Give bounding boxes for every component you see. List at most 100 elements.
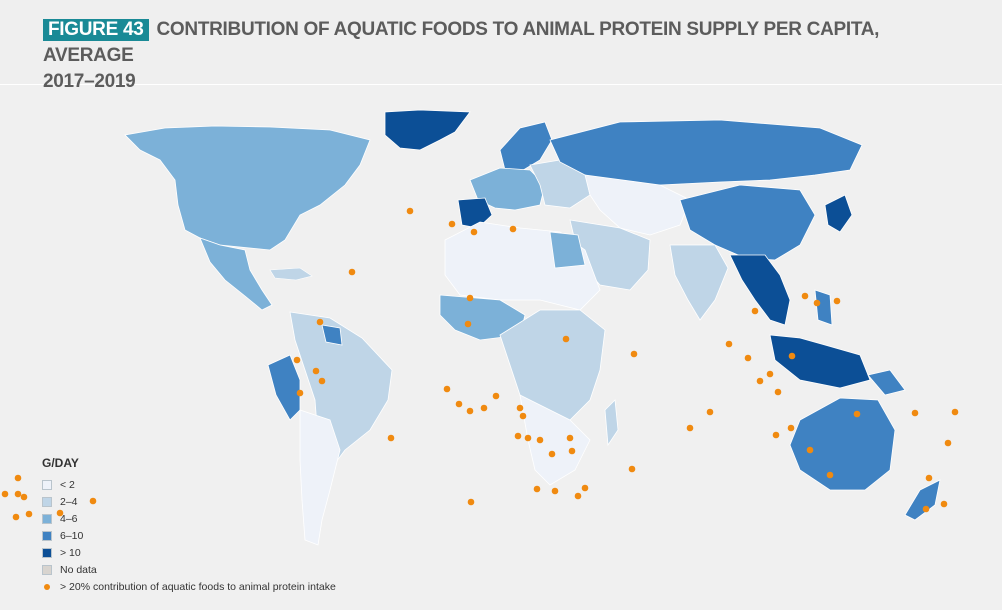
- contribution-dot: [944, 439, 952, 447]
- region-madagascar: [604, 399, 619, 447]
- legend-item: < 2: [42, 476, 402, 493]
- contribution-dot: [568, 447, 576, 455]
- region-greenland: [384, 109, 471, 151]
- contribution-dot: [492, 392, 500, 400]
- region-caribbean: [269, 267, 313, 281]
- region-japan-korea: [824, 194, 853, 233]
- legend-label: 6–10: [60, 529, 84, 542]
- contribution-dot: [1, 490, 9, 498]
- contribution-dot: [464, 320, 472, 328]
- contribution-dot: [20, 493, 28, 501]
- region-guianas: [321, 324, 343, 346]
- legend-swatch: [42, 530, 52, 541]
- contribution-dot: [406, 207, 414, 215]
- legend-swatch: [42, 513, 52, 524]
- region-west-africa: [439, 294, 526, 341]
- contribution-dot: [14, 474, 22, 482]
- contribution-dot: [348, 268, 356, 276]
- world-map: G/DAY < 2 2–4 4–6 6–10 > 10 No data > 20…: [0, 86, 1002, 610]
- contribution-dot: [686, 424, 694, 432]
- contribution-dot: [387, 434, 395, 442]
- legend-item: No data: [42, 561, 402, 578]
- legend-swatch: [42, 496, 52, 507]
- contribution-dot: [725, 340, 733, 348]
- region-philippines: [814, 289, 833, 326]
- region-india: [669, 244, 729, 321]
- legend-swatch: [42, 547, 52, 558]
- region-png: [867, 369, 906, 396]
- contribution-dot: [467, 498, 475, 506]
- legend-item: > 10: [42, 544, 402, 561]
- contribution-dot: [14, 490, 22, 498]
- contribution-dot: [316, 318, 324, 326]
- contribution-dot: [766, 370, 774, 378]
- contribution-dot: [772, 431, 780, 439]
- region-canada-usa: [124, 125, 371, 251]
- legend-item-dot: > 20% contribution of aquatic foods to a…: [42, 578, 402, 595]
- figure-title: FIGURE 43 CONTRIBUTION OF AQUATIC FOODS T…: [43, 17, 943, 95]
- region-southeast-asia: [729, 254, 791, 326]
- legend-item: 4–6: [42, 510, 402, 527]
- region-central-asia: [584, 174, 691, 236]
- contribution-dot: [853, 410, 861, 418]
- contribution-dot: [788, 352, 796, 360]
- contribution-dot: [12, 513, 20, 521]
- legend-label: > 10: [60, 546, 81, 559]
- region-iberia: [457, 197, 493, 229]
- contribution-dot: [581, 484, 589, 492]
- region-australia: [789, 397, 896, 491]
- contribution-dot: [516, 404, 524, 412]
- legend-item: 2–4: [42, 493, 402, 510]
- legend-item: 6–10: [42, 527, 402, 544]
- contribution-dot: [787, 424, 795, 432]
- contribution-dot: [951, 408, 959, 416]
- contribution-dot: [514, 432, 522, 440]
- figure-badge: FIGURE 43: [43, 19, 149, 41]
- contribution-dot: [574, 492, 582, 500]
- contribution-dot: [833, 297, 841, 305]
- contribution-dot: [630, 350, 638, 358]
- region-china: [679, 184, 816, 261]
- contribution-dot: [826, 471, 834, 479]
- contribution-dot: [470, 228, 478, 236]
- contribution-dot: [318, 377, 326, 385]
- contribution-dot: [89, 497, 97, 505]
- contribution-dot: [801, 292, 809, 300]
- legend-dot-icon: [42, 582, 52, 592]
- figure-title-text: CONTRIBUTION OF AQUATIC FOODS TO ANIMAL …: [43, 19, 880, 66]
- legend-swatch: [42, 564, 52, 575]
- contribution-dot: [524, 434, 532, 442]
- legend-dot-label: > 20% contribution of aquatic foods to a…: [60, 580, 336, 593]
- contribution-dot: [813, 299, 821, 307]
- contribution-dot: [562, 335, 570, 343]
- contribution-dot: [774, 388, 782, 396]
- contribution-dot: [466, 294, 474, 302]
- region-egypt: [549, 231, 586, 269]
- contribution-dot: [312, 367, 320, 375]
- contribution-dot: [480, 404, 488, 412]
- legend: G/DAY < 2 2–4 4–6 6–10 > 10 No data > 20…: [42, 456, 402, 595]
- region-indonesia: [769, 334, 871, 389]
- contribution-dot: [940, 500, 948, 508]
- region-peru-ecuador: [267, 354, 301, 421]
- legend-label: No data: [60, 563, 97, 576]
- contribution-dot: [751, 307, 759, 315]
- contribution-dot: [519, 412, 527, 420]
- contribution-dot: [628, 465, 636, 473]
- contribution-dot: [455, 400, 463, 408]
- contribution-dot: [806, 446, 814, 454]
- contribution-dot: [922, 505, 930, 513]
- contribution-dot: [56, 509, 64, 517]
- region-southern-cone: [299, 409, 341, 546]
- contribution-dot: [548, 450, 556, 458]
- contribution-dot: [448, 220, 456, 228]
- legend-label: 4–6: [60, 512, 78, 525]
- region-mexico-central-america: [199, 237, 273, 311]
- legend-label: 2–4: [60, 495, 78, 508]
- region-south-america-east: [289, 311, 393, 471]
- region-new-zealand: [904, 479, 941, 521]
- legend-swatch: [42, 479, 52, 490]
- legend-label: < 2: [60, 478, 75, 491]
- contribution-dot: [466, 407, 474, 415]
- region-southern-africa: [519, 394, 591, 486]
